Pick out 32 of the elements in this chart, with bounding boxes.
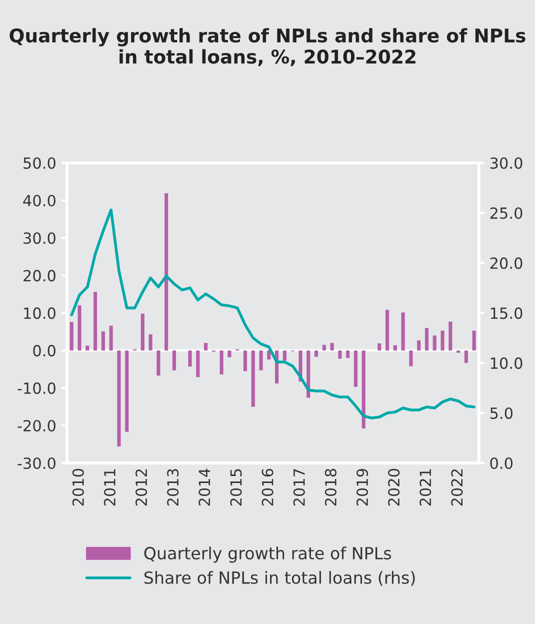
- legend-label: Quarterly growth rate of NPLs: [144, 546, 392, 563]
- x-tick-label: 2015: [230, 469, 242, 506]
- x-tick-label: 2016: [262, 468, 274, 506]
- x-tick-label: 2010: [72, 468, 84, 506]
- y2-tick-label: 0.0: [490, 457, 513, 470]
- y-tick-label: -30.0: [18, 457, 56, 470]
- y-tick-label: 0.0: [33, 344, 56, 356]
- y-tick-label: 40.0: [23, 194, 56, 206]
- x-tick-label: 2017: [293, 469, 305, 506]
- x-tick-label: 2021: [420, 469, 432, 506]
- x-tick-label: 2022: [451, 469, 463, 506]
- y2-tick-label: 5.0: [490, 407, 513, 420]
- y-tick-label: 10.0: [24, 307, 56, 319]
- y-tick-label: 50.0: [24, 157, 56, 169]
- x-tick-label: 2011: [104, 469, 116, 506]
- x-tick-label: 2013: [167, 469, 179, 506]
- y2-tick-label: 25.0: [490, 207, 522, 219]
- x-tick-label: 2018: [324, 468, 336, 506]
- y-tick-label: 30.0: [24, 232, 56, 244]
- y2-tick-label: 15.0: [490, 307, 522, 319]
- y-tick-label: -10.0: [18, 382, 56, 394]
- legend-label: Share of NPLs in total loans (rhs): [144, 571, 415, 586]
- x-tick-label: 2014: [198, 468, 210, 506]
- y-tick-label: -20.0: [18, 420, 56, 432]
- x-tick-label: 2020: [388, 468, 400, 506]
- chart-title: Quarterly growth rate of NPLs and share of NPLs in total loans, %, 2010–2022: [10, 28, 526, 66]
- y2-tick-label: 20.0: [490, 257, 522, 269]
- y2-tick-label: 10.0: [490, 357, 522, 369]
- y-tick-label: 20.0: [24, 270, 56, 282]
- x-tick-label: 2012: [136, 469, 148, 506]
- x-tick-label: 2019: [356, 468, 368, 506]
- y2-tick-label: 30.0: [490, 157, 522, 169]
